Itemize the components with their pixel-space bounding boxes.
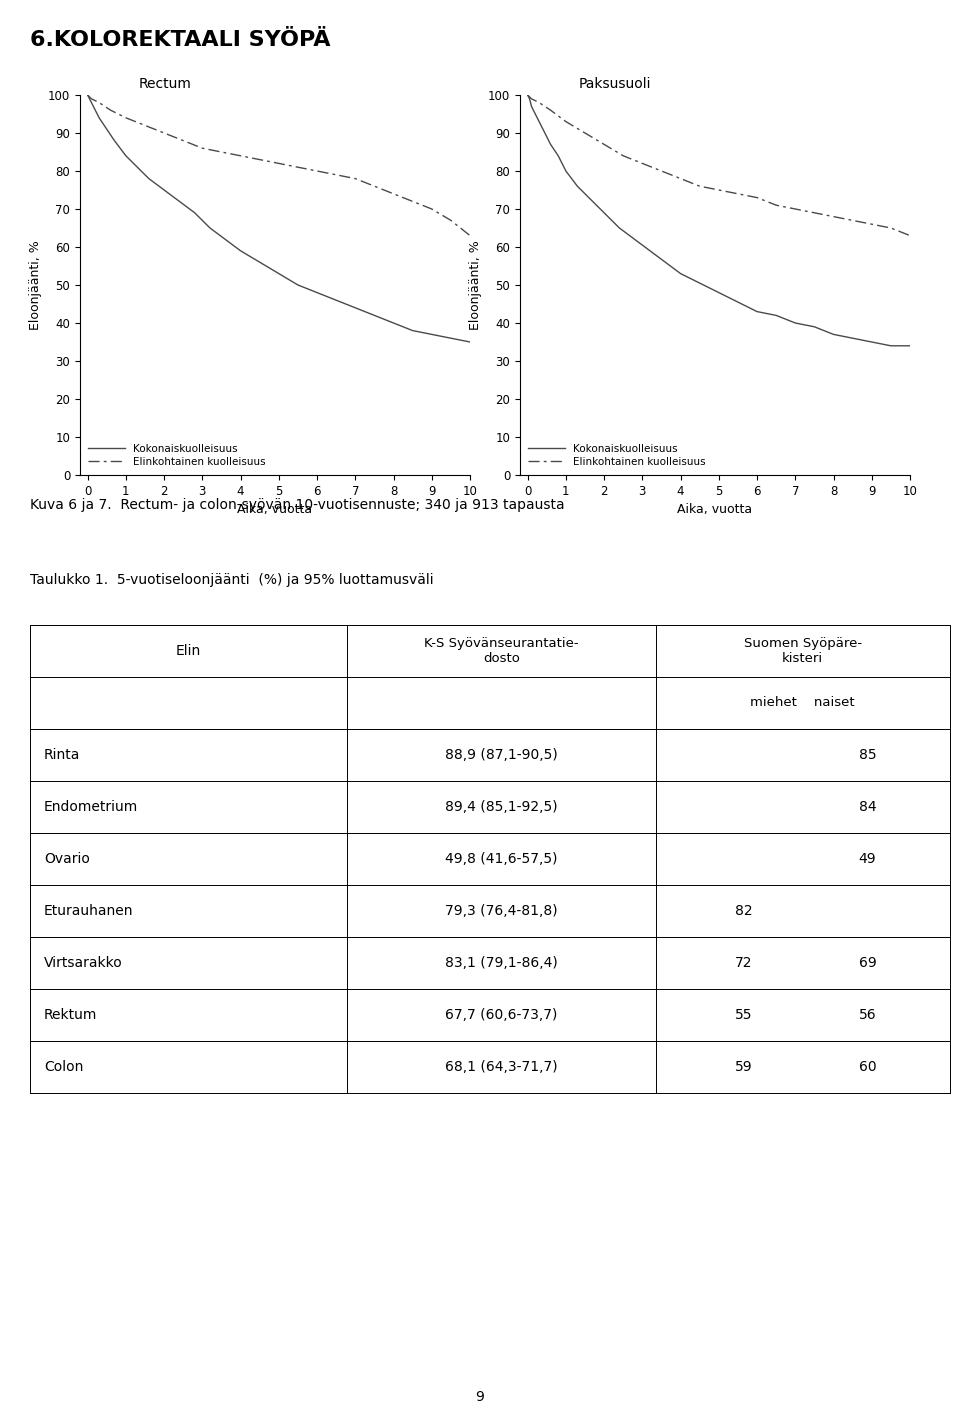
Legend: Kokonaiskuolleisuus, Elinkohtainen kuolleisuus: Kokonaiskuolleisuus, Elinkohtainen kuoll… xyxy=(525,440,708,470)
X-axis label: Aika, vuotta: Aika, vuotta xyxy=(237,503,313,516)
X-axis label: Aika, vuotta: Aika, vuotta xyxy=(678,503,753,516)
Text: 6.KOLOREKTAALI SYÖPÄ: 6.KOLOREKTAALI SYÖPÄ xyxy=(30,30,330,50)
Text: Rectum: Rectum xyxy=(138,77,191,91)
Text: Elin: Elin xyxy=(176,644,202,658)
Text: 49,8 (41,6-57,5): 49,8 (41,6-57,5) xyxy=(445,852,558,866)
Y-axis label: Eloonjäänti, %: Eloonjäänti, % xyxy=(30,241,42,329)
Text: 88,9 (87,1-90,5): 88,9 (87,1-90,5) xyxy=(445,748,558,762)
Text: 83,1 (79,1-86,4): 83,1 (79,1-86,4) xyxy=(445,956,558,970)
Text: Taulukko 1.  5-vuotiseloonjäänti  (%) ja 95% luottamusväli: Taulukko 1. 5-vuotiseloonjäänti (%) ja 9… xyxy=(30,573,434,587)
Text: 89,4 (85,1-92,5): 89,4 (85,1-92,5) xyxy=(445,799,558,814)
Text: Kuva 6 ja 7.  Rectum- ja colon-syövän 10-vuotisennuste; 340 ja 913 tapausta: Kuva 6 ja 7. Rectum- ja colon-syövän 10-… xyxy=(30,497,564,512)
Text: 82: 82 xyxy=(735,903,753,918)
Legend: Kokonaiskuolleisuus, Elinkohtainen kuolleisuus: Kokonaiskuolleisuus, Elinkohtainen kuoll… xyxy=(85,440,269,470)
Text: 68,1 (64,3-71,7): 68,1 (64,3-71,7) xyxy=(445,1060,558,1074)
Text: Colon: Colon xyxy=(44,1060,84,1074)
Text: 72: 72 xyxy=(735,956,753,970)
Text: 9: 9 xyxy=(475,1389,485,1404)
Text: Endometrium: Endometrium xyxy=(44,799,138,814)
Text: 56: 56 xyxy=(859,1007,876,1022)
Text: Ovario: Ovario xyxy=(44,852,89,866)
Text: 69: 69 xyxy=(858,956,876,970)
Text: Paksusuoli: Paksusuoli xyxy=(579,77,651,91)
Text: 60: 60 xyxy=(859,1060,876,1074)
Text: 67,7 (60,6-73,7): 67,7 (60,6-73,7) xyxy=(445,1007,558,1022)
Text: Suomen Syöpäre-
kisteri: Suomen Syöpäre- kisteri xyxy=(744,637,862,665)
Text: 55: 55 xyxy=(735,1007,753,1022)
Text: Rinta: Rinta xyxy=(44,748,81,762)
Text: 59: 59 xyxy=(735,1060,753,1074)
Text: 49: 49 xyxy=(859,852,876,866)
Text: 84: 84 xyxy=(859,799,876,814)
Text: miehet    naiset: miehet naiset xyxy=(751,697,855,710)
Text: Eturauhanen: Eturauhanen xyxy=(44,903,133,918)
Text: 79,3 (76,4-81,8): 79,3 (76,4-81,8) xyxy=(445,903,558,918)
Text: Virtsarakko: Virtsarakko xyxy=(44,956,123,970)
Text: K-S Syövänseurantatie-
dosto: K-S Syövänseurantatie- dosto xyxy=(424,637,579,665)
Text: Rektum: Rektum xyxy=(44,1007,97,1022)
Text: 85: 85 xyxy=(859,748,876,762)
Y-axis label: Eloonjäänti, %: Eloonjäänti, % xyxy=(469,241,483,329)
